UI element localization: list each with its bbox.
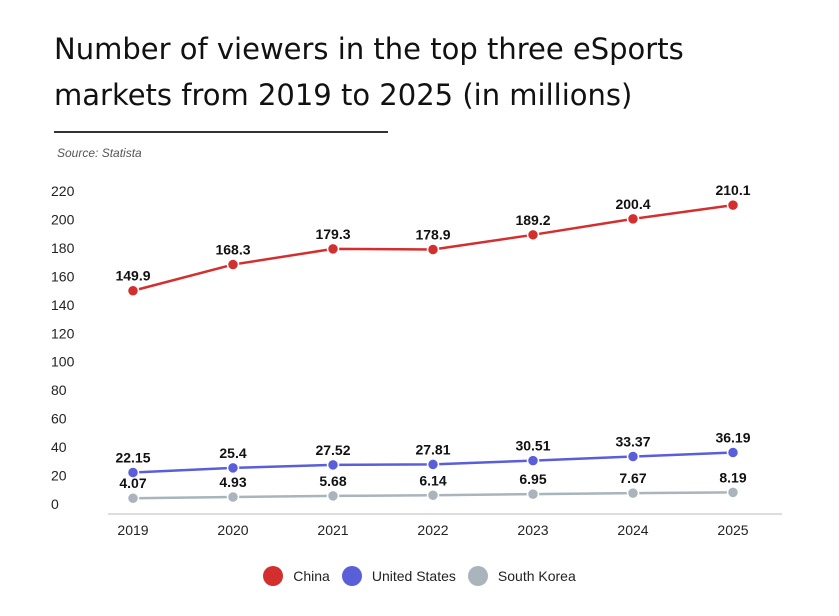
y-tick-label: 220 [51,183,75,199]
data-point-china [126,284,140,297]
y-tick-label: 80 [51,382,67,398]
data-label-united-states: 30.51 [515,438,550,454]
x-tick-label: 2020 [217,522,248,538]
data-label-united-states: 36.19 [715,430,750,446]
data-label-china: 178.9 [415,226,450,242]
data-point-china [626,212,640,226]
data-label-south-korea: 8.19 [719,469,746,485]
data-point-south-korea [126,491,140,505]
data-point-south-korea [726,486,740,499]
legend-marker-china [263,566,284,586]
y-tick-label: 140 [51,297,75,313]
chart-title: Number of viewers in the top three eSpor… [54,32,684,112]
legend: China United States South Korea [0,566,839,586]
data-label-south-korea: 6.95 [519,471,546,487]
data-point-united-states [526,454,540,467]
data-label-china: 200.4 [615,196,650,212]
data-label-united-states: 22.15 [115,449,150,465]
legend-label-china: China [293,568,330,584]
data-point-united-states [226,461,240,475]
legend-item-south-korea[interactable]: South Korea [467,566,576,586]
data-point-south-korea [226,490,240,504]
data-point-united-states [626,450,640,463]
data-point-south-korea [326,489,340,503]
y-tick-label: 200 [51,211,75,227]
data-label-china: 168.3 [215,242,250,258]
y-tick-label: 0 [51,496,59,512]
data-point-south-korea [626,486,640,500]
data-point-united-states [726,446,740,459]
data-label-south-korea: 4.07 [119,475,146,491]
data-label-united-states: 27.81 [415,441,450,457]
legend-item-united-states[interactable]: United States [341,566,456,586]
data-point-united-states [426,458,440,471]
data-label-south-korea: 4.93 [219,474,246,490]
data-point-united-states [126,466,140,479]
x-tick-label: 2021 [317,522,348,538]
legend-label-south-korea: South Korea [497,568,576,584]
title-divider [54,131,388,133]
y-tick-label: 100 [51,354,75,370]
x-tick-label: 2023 [517,522,548,538]
y-tick-label: 120 [51,325,75,341]
data-point-china [326,242,340,256]
data-label-china: 149.9 [115,268,150,284]
data-point-china [426,243,440,256]
y-tick-label: 20 [51,468,67,484]
data-label-united-states: 25.4 [219,445,246,461]
legend-label-united-states: United States [371,568,456,584]
x-tick-label: 2024 [617,522,648,538]
data-point-china [526,228,540,242]
y-tick-label: 60 [51,411,67,427]
data-label-china: 210.1 [715,182,750,198]
data-label-south-korea: 7.67 [619,470,646,486]
data-point-south-korea [426,489,440,502]
data-label-south-korea: 6.14 [419,472,446,488]
legend-item-china[interactable]: China [263,566,330,586]
x-tick-label: 2022 [417,522,448,538]
y-tick-label: 180 [51,240,75,256]
legend-marker-united-states [341,566,362,586]
y-tick-label: 160 [51,268,75,284]
data-label-china: 189.2 [515,212,550,228]
data-point-united-states [326,458,340,472]
data-point-china [726,198,740,212]
data-label-south-korea: 5.68 [319,473,346,489]
source-note: Source: Statista [57,146,142,160]
data-label-china: 179.3 [315,226,350,242]
x-tick-label: 2025 [717,522,748,538]
legend-marker-south-korea [467,566,488,586]
x-tick-label: 2019 [117,522,148,538]
data-label-united-states: 33.37 [615,434,650,450]
data-point-south-korea [526,487,540,501]
data-label-united-states: 27.52 [315,442,350,458]
data-point-china [226,258,240,271]
y-tick-label: 40 [51,439,67,455]
